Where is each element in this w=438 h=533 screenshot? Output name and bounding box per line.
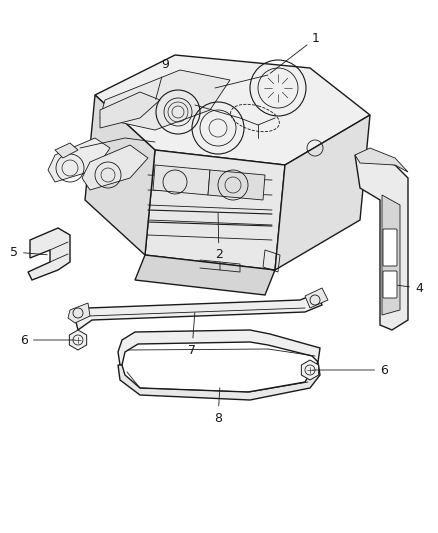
- Polygon shape: [82, 145, 148, 190]
- Text: 5: 5: [10, 246, 47, 259]
- Polygon shape: [55, 143, 78, 158]
- Polygon shape: [69, 330, 87, 350]
- Text: 1: 1: [270, 31, 320, 74]
- Polygon shape: [153, 165, 210, 195]
- Polygon shape: [275, 115, 370, 270]
- Polygon shape: [48, 138, 110, 182]
- Polygon shape: [208, 170, 265, 200]
- Polygon shape: [355, 148, 408, 172]
- Text: 4: 4: [398, 281, 423, 295]
- Text: 6: 6: [20, 334, 75, 346]
- Polygon shape: [118, 330, 320, 365]
- Polygon shape: [100, 92, 160, 128]
- Polygon shape: [95, 55, 370, 165]
- Text: 6: 6: [313, 364, 388, 376]
- Polygon shape: [85, 95, 155, 255]
- Text: 9: 9: [156, 59, 169, 99]
- Polygon shape: [145, 150, 285, 270]
- Polygon shape: [301, 360, 319, 380]
- Polygon shape: [355, 155, 408, 330]
- Polygon shape: [305, 288, 328, 308]
- Polygon shape: [100, 70, 230, 130]
- FancyBboxPatch shape: [383, 271, 397, 298]
- Text: 7: 7: [188, 313, 196, 357]
- Polygon shape: [135, 255, 275, 295]
- Text: 2: 2: [215, 213, 223, 262]
- Polygon shape: [75, 293, 322, 330]
- Polygon shape: [28, 228, 70, 280]
- FancyBboxPatch shape: [383, 229, 397, 266]
- Polygon shape: [118, 362, 320, 400]
- Text: 8: 8: [214, 388, 222, 424]
- Polygon shape: [382, 195, 400, 315]
- Polygon shape: [68, 303, 90, 323]
